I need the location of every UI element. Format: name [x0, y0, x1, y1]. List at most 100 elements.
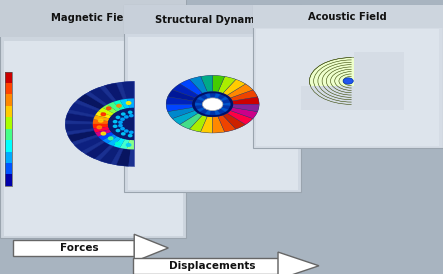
Ellipse shape — [326, 67, 377, 95]
Polygon shape — [205, 110, 211, 115]
Ellipse shape — [343, 76, 360, 86]
Circle shape — [116, 116, 120, 118]
Polygon shape — [93, 127, 109, 133]
Circle shape — [119, 125, 122, 127]
Circle shape — [343, 78, 353, 84]
Bar — [5, 163, 12, 175]
Polygon shape — [168, 90, 195, 101]
Polygon shape — [128, 149, 134, 166]
Polygon shape — [227, 84, 253, 98]
Polygon shape — [108, 136, 121, 146]
Ellipse shape — [335, 72, 369, 90]
Polygon shape — [120, 99, 129, 109]
Polygon shape — [213, 75, 225, 92]
Circle shape — [124, 130, 128, 132]
Polygon shape — [127, 140, 134, 149]
Circle shape — [121, 133, 125, 135]
Polygon shape — [85, 142, 111, 159]
Polygon shape — [85, 92, 107, 106]
Bar — [0, 0, 186, 37]
Polygon shape — [95, 145, 113, 161]
Polygon shape — [120, 139, 129, 149]
Polygon shape — [74, 137, 103, 152]
Bar — [5, 117, 12, 129]
Circle shape — [116, 130, 120, 132]
Circle shape — [129, 115, 133, 117]
Bar — [301, 86, 402, 110]
Circle shape — [106, 107, 111, 110]
Circle shape — [117, 104, 121, 107]
Bar — [5, 72, 12, 83]
Circle shape — [121, 118, 124, 120]
Bar — [5, 72, 12, 186]
Polygon shape — [220, 107, 228, 112]
Circle shape — [97, 126, 101, 129]
Polygon shape — [102, 104, 117, 114]
Circle shape — [119, 121, 122, 123]
Polygon shape — [233, 104, 259, 112]
Polygon shape — [93, 119, 108, 124]
Polygon shape — [89, 87, 113, 105]
Polygon shape — [95, 130, 111, 137]
Bar — [253, 5, 443, 148]
Polygon shape — [65, 124, 93, 132]
Polygon shape — [201, 116, 213, 133]
Circle shape — [126, 102, 131, 104]
Polygon shape — [166, 104, 193, 112]
Polygon shape — [98, 132, 114, 140]
Bar — [4, 41, 183, 236]
Polygon shape — [220, 96, 228, 101]
Polygon shape — [223, 113, 245, 129]
Circle shape — [126, 144, 131, 146]
Bar — [253, 5, 443, 28]
Text: Structural Dynamics: Structural Dynamics — [155, 15, 270, 25]
Bar — [124, 5, 301, 34]
Polygon shape — [66, 113, 94, 122]
Bar — [5, 83, 12, 95]
Circle shape — [98, 119, 103, 122]
Polygon shape — [180, 113, 202, 129]
Polygon shape — [69, 103, 98, 115]
Polygon shape — [230, 107, 257, 119]
Circle shape — [121, 128, 124, 130]
Circle shape — [124, 116, 128, 118]
Polygon shape — [68, 110, 95, 117]
Bar — [5, 140, 12, 152]
Polygon shape — [102, 134, 117, 144]
Polygon shape — [230, 90, 257, 101]
Bar — [5, 175, 12, 186]
Circle shape — [192, 92, 233, 117]
Polygon shape — [105, 83, 123, 101]
Polygon shape — [100, 85, 116, 102]
Ellipse shape — [347, 79, 356, 83]
Text: Magnetic Field: Magnetic Field — [51, 13, 135, 24]
Polygon shape — [201, 75, 213, 92]
Polygon shape — [100, 146, 120, 164]
Bar — [13, 240, 134, 256]
Polygon shape — [93, 124, 108, 129]
Circle shape — [101, 132, 105, 135]
Circle shape — [109, 137, 113, 140]
Ellipse shape — [318, 62, 385, 100]
Polygon shape — [98, 108, 114, 116]
Bar — [354, 52, 404, 110]
Circle shape — [116, 142, 120, 145]
Polygon shape — [223, 79, 245, 95]
Bar — [128, 37, 298, 190]
Polygon shape — [166, 97, 193, 104]
Circle shape — [128, 111, 132, 113]
Polygon shape — [65, 81, 134, 166]
Ellipse shape — [330, 69, 373, 93]
Polygon shape — [233, 97, 259, 104]
Polygon shape — [108, 102, 121, 112]
Circle shape — [166, 75, 259, 133]
Text: Forces: Forces — [60, 243, 99, 253]
Circle shape — [202, 98, 223, 111]
Bar — [0, 0, 186, 238]
Bar — [133, 258, 278, 274]
Polygon shape — [218, 76, 236, 93]
Polygon shape — [116, 149, 131, 166]
Polygon shape — [113, 138, 125, 148]
Polygon shape — [134, 234, 168, 262]
Polygon shape — [214, 110, 221, 115]
